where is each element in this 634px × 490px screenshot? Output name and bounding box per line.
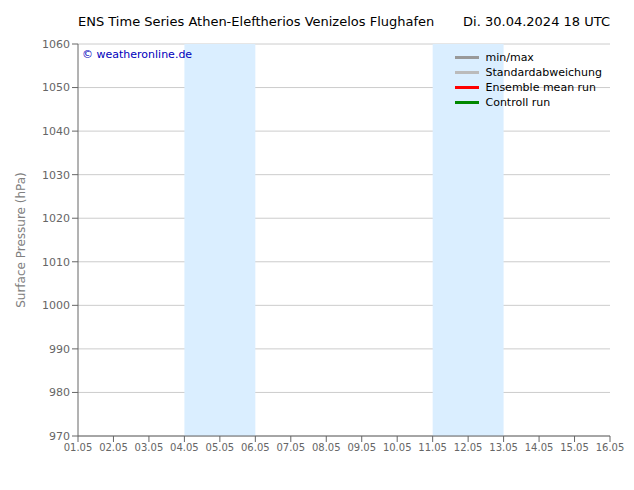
svg-text:14.05: 14.05 (525, 442, 554, 453)
svg-text:08.05: 08.05 (312, 442, 341, 453)
svg-text:Surface Pressure (hPa): Surface Pressure (hPa) (14, 172, 28, 308)
svg-text:11.05: 11.05 (418, 442, 447, 453)
svg-text:1040: 1040 (42, 125, 70, 138)
html-text:ENS Time Series Athen-Elefther: ENS Time Series Athen-Eleftherios Venize… (78, 13, 435, 29)
svg-text:980: 980 (49, 386, 70, 399)
svg-text:1030: 1030 (42, 169, 70, 182)
svg-text:1020: 1020 (42, 212, 70, 225)
svg-text:02.05: 02.05 (99, 442, 128, 453)
svg-text:01.05: 01.05 (64, 442, 93, 453)
svg-text:13.05: 13.05 (489, 442, 518, 453)
svg-text:970: 970 (49, 430, 70, 443)
html-text:Ensemble mean run: Ensemble mean run (485, 81, 597, 94)
svg-text:15.05: 15.05 (560, 442, 589, 453)
svg-text:990: 990 (49, 343, 70, 356)
svg-text:1000: 1000 (42, 299, 70, 312)
svg-text:1060: 1060 (42, 38, 70, 51)
svg-text:05.05: 05.05 (206, 442, 235, 453)
html-text:© weatheronline.de: © weatheronline.de (82, 48, 193, 61)
html-text:Controll run: Controll run (485, 96, 551, 109)
svg-text:04.05: 04.05 (170, 442, 199, 453)
html-text:Standardabweichung: Standardabweichung (485, 66, 602, 79)
svg-text:06.05: 06.05 (241, 442, 270, 453)
html-text:Di. 30.04.2024 18 UTC: Di. 30.04.2024 18 UTC (463, 13, 610, 29)
svg-text:03.05: 03.05 (135, 442, 164, 453)
svg-text:16.05: 16.05 (596, 442, 625, 453)
svg-text:07.05: 07.05 (276, 442, 305, 453)
svg-text:12.05: 12.05 (454, 442, 483, 453)
svg-text:10.05: 10.05 (383, 442, 412, 453)
svg-text:1010: 1010 (42, 256, 70, 269)
html-text:min/max: min/max (485, 51, 534, 64)
svg-text:09.05: 09.05 (347, 442, 376, 453)
svg-text:1050: 1050 (42, 81, 70, 94)
